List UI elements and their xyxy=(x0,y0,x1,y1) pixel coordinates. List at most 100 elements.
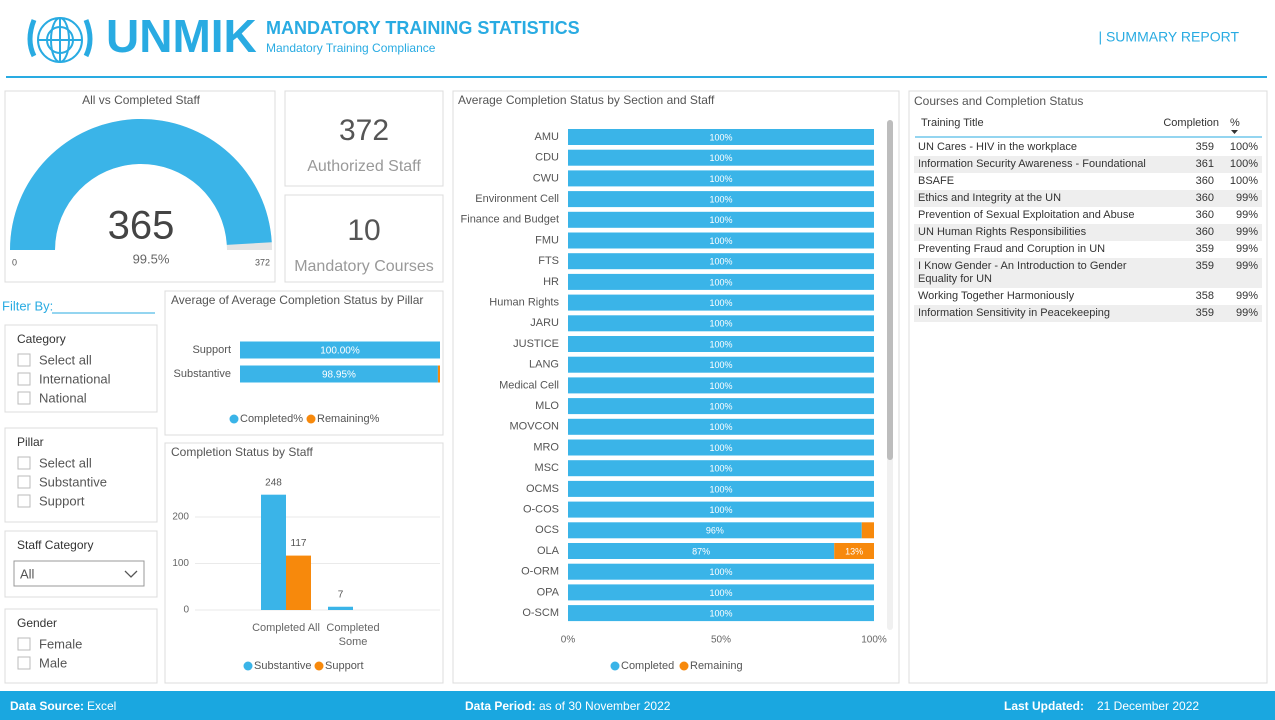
table-cell: UN Cares - HIV in the workplace xyxy=(918,141,1077,153)
table-cell: 359 xyxy=(1195,307,1214,319)
x-tick-label: Completed Some xyxy=(326,622,380,648)
bar-segment xyxy=(568,605,874,622)
chart-title: Completion Status by Staff xyxy=(171,445,314,459)
y-tick-label: Medical Cell xyxy=(499,379,559,391)
filter-option[interactable]: Select all xyxy=(39,352,92,367)
bar-segment xyxy=(240,365,438,383)
dropdown-value[interactable]: All xyxy=(20,566,35,581)
column-header[interactable]: % xyxy=(1230,117,1240,129)
legend-swatch xyxy=(306,414,316,424)
checkbox[interactable] xyxy=(17,637,31,651)
y-tick-label: JUSTICE xyxy=(513,338,559,350)
checkbox[interactable] xyxy=(17,494,31,508)
dropdown-chevron[interactable] xyxy=(124,570,138,578)
data-label: 100% xyxy=(709,215,732,225)
checkbox[interactable] xyxy=(17,475,31,489)
data-label: 100% xyxy=(709,588,732,598)
y-tick-label: HR xyxy=(543,276,559,288)
filter-option[interactable]: National xyxy=(39,390,87,405)
bar-segment xyxy=(568,439,874,456)
table-cell: 99% xyxy=(1235,243,1258,255)
data-label: 7 xyxy=(338,589,344,600)
table-cell: UN Human Rights Responsibilities xyxy=(918,226,1087,238)
data-label: 100% xyxy=(709,236,732,246)
filter-option[interactable]: Substantive xyxy=(39,474,107,489)
y-tick-label: LANG xyxy=(529,359,559,371)
bar-segment xyxy=(568,501,874,518)
checkbox[interactable] xyxy=(17,372,31,386)
data-label: 100% xyxy=(709,153,732,163)
filter-option[interactable]: Select all xyxy=(39,455,92,470)
filter-title: Gender xyxy=(17,616,57,630)
table-cell: 360 xyxy=(1195,226,1214,238)
table-row: BSAFE 360 100% xyxy=(914,173,1262,190)
gauge-value-label: 365 xyxy=(108,204,175,248)
y-tick-label: O-COS xyxy=(523,504,559,516)
filter-option[interactable]: Female xyxy=(39,636,82,651)
legend-label: Substantive xyxy=(254,660,311,672)
table-cell: 359 xyxy=(1195,141,1214,153)
table-cell: 99% xyxy=(1235,226,1258,238)
chart-title: Average of Average Completion Status by … xyxy=(171,293,423,307)
checkbox[interactable] xyxy=(17,391,31,405)
filter-option[interactable]: Male xyxy=(39,655,67,670)
data-label: 100% xyxy=(709,360,732,370)
legend-swatch xyxy=(679,661,689,671)
bar-segment xyxy=(568,191,874,208)
bar-segment xyxy=(568,211,874,228)
bar-segment xyxy=(568,294,874,311)
table-cell: 359 xyxy=(1195,243,1214,255)
legend-label: Remaining xyxy=(690,660,743,672)
dropdown[interactable] xyxy=(13,560,145,587)
y-tick-label: 200 xyxy=(172,512,189,523)
footer-bar xyxy=(0,691,1275,720)
footer-label: Last Updated: xyxy=(1004,699,1084,713)
table-row: UN Cares - HIV in the workplace 359 100% xyxy=(914,139,1262,156)
gauge-value xyxy=(9,118,272,250)
footer-value: Excel xyxy=(87,699,116,713)
table-row: Working Together Harmoniously 358 99% xyxy=(914,288,1262,305)
data-label: 100% xyxy=(709,277,732,287)
y-tick-label: OCS xyxy=(535,524,559,536)
filter-option[interactable]: International xyxy=(39,371,111,386)
y-tick-label: 0 xyxy=(183,605,189,616)
panel xyxy=(284,194,444,283)
gauge-tick-label: 372 xyxy=(255,257,270,267)
chart-title: Average Completion Status by Section and… xyxy=(458,93,715,107)
data-label: 100% xyxy=(709,381,732,391)
legend-swatch xyxy=(610,661,620,671)
table-cell: 99% xyxy=(1235,290,1258,302)
y-tick-label: Support xyxy=(192,344,231,356)
y-tick-label: O-SCM xyxy=(522,607,559,619)
data-label: 100% xyxy=(709,401,732,411)
bar-segment xyxy=(568,253,874,270)
data-label: 100% xyxy=(709,567,732,577)
filter-option[interactable]: Support xyxy=(39,493,85,508)
table-cell: BSAFE xyxy=(918,175,955,187)
table-cell: 359 xyxy=(1195,260,1214,272)
checkbox[interactable] xyxy=(17,656,31,670)
bar-segment xyxy=(568,522,862,539)
kpi-label: Mandatory Courses xyxy=(294,258,434,275)
x-tick-label: 100% xyxy=(861,635,887,646)
y-tick-label: Substantive xyxy=(174,368,231,380)
sort-arrow[interactable] xyxy=(1231,130,1238,134)
y-tick-label: 100 xyxy=(172,558,189,569)
y-tick-label: MSC xyxy=(535,462,560,474)
table-cell: Ethics and Integrity at the UN xyxy=(918,192,1062,204)
bar-segment xyxy=(568,356,874,373)
y-tick-label: FMU xyxy=(535,234,559,246)
bar-segment xyxy=(568,418,874,435)
gauge-percent: 99.5% xyxy=(133,251,170,266)
checkbox[interactable] xyxy=(17,456,31,470)
table-cell: Preventing Fraud and Coruption in UN xyxy=(918,243,1106,255)
checkbox[interactable] xyxy=(17,353,31,367)
table-row: Information Security Awareness - Foundat… xyxy=(914,156,1262,173)
bar-segment xyxy=(240,341,440,359)
data-label: 100% xyxy=(709,132,732,142)
table-cell: 99% xyxy=(1235,209,1258,221)
bar-segment xyxy=(568,584,874,601)
data-label: 100% xyxy=(709,422,732,432)
scrollbar-thumb[interactable] xyxy=(887,120,893,460)
